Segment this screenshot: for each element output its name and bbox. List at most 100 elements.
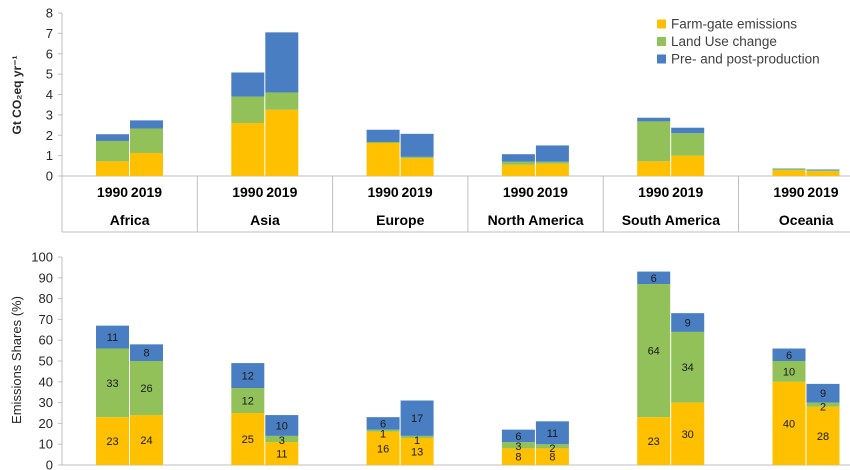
top-y-tick-label: 2 (46, 128, 53, 143)
top-bar-segment-asia-1990-series0 (231, 123, 265, 176)
bottom-data-label: 2 (549, 443, 555, 455)
top-bar-segment-south-america-2019-series0 (671, 155, 705, 176)
bottom-data-label: 9 (685, 318, 691, 330)
bottom-data-label: 6 (651, 273, 657, 285)
top-y-tick-label: 7 (46, 26, 53, 41)
legend-swatch-1 (657, 37, 666, 46)
top-year-label: 2019 (537, 184, 568, 200)
top-region-label: Africa (110, 212, 150, 228)
bottom-bar-segment-asia-1990-series2 (231, 363, 265, 389)
bottom-data-label: 11 (547, 428, 558, 440)
bottom-data-label: 8 (549, 452, 555, 464)
bottom-y-tick-label: 20 (39, 416, 53, 431)
bottom-data-label: 12 (242, 396, 254, 408)
top-bar-segment-oceania-2019-series0 (806, 171, 840, 176)
bottom-data-label: 6 (380, 418, 386, 430)
legend-swatch-0 (657, 19, 666, 29)
top-bar-segment-asia-2019-series2 (265, 32, 299, 93)
bottom-bar-segment-africa-2019-series1 (130, 361, 163, 416)
top-y-tick-label: 5 (46, 67, 53, 82)
top-legend: Farm-gate emissions Land Use change Pre- a… (643, 12, 823, 70)
bottom-bar-segment-oceania-2019-series2 (806, 383, 840, 403)
bottom-data-label: 2 (820, 402, 826, 414)
bottom-data-label: 30 (682, 429, 694, 441)
top-region-label: South America (622, 212, 720, 228)
bottom-data-label: 16 (377, 443, 389, 455)
bottom-data-label: 3 (515, 441, 521, 453)
top-year-label: 2019 (807, 184, 838, 200)
top-bar-segment-asia-1990-series1 (231, 96, 265, 124)
bottom-bar-segment-south-america-1990-series0 (637, 417, 671, 465)
top-bar-segment-north-america-2019-series2 (535, 145, 569, 162)
bottom-bar-segment-oceania-1990-series2 (772, 348, 806, 361)
top-bar-segment-oceania-2019-series2 (806, 169, 840, 171)
bottom-bar-segment-oceania-2019-series0 (806, 406, 840, 465)
bottom-bar-segment-europe-1990-series0 (366, 431, 400, 465)
top-bar-segment-south-america-1990-series1 (637, 121, 671, 162)
bottom-data-label: 6 (515, 431, 521, 443)
bottom-bar-segment-asia-2019-series1 (265, 435, 299, 443)
top-year-label: 1990 (232, 184, 263, 200)
top-region-label: Europe (376, 212, 424, 228)
bottom-data-label: 8 (515, 452, 521, 464)
bottom-data-label: 1 (380, 429, 386, 441)
top-bar-segment-europe-1990-series2 (366, 129, 400, 142)
bottom-bar-segment-oceania-1990-series0 (772, 381, 806, 465)
bottom-bar-segment-north-america-1990-series0 (501, 448, 535, 465)
top-bar-segment-africa-2019-series0 (130, 152, 163, 176)
top-year-label: 1990 (368, 184, 399, 200)
top-y-tick-label: 8 (46, 6, 53, 21)
top-bar-segment-asia-2019-series1 (265, 92, 299, 110)
bottom-data-label: 11 (107, 332, 118, 344)
top-bar-segment-africa-2019-series1 (130, 128, 163, 153)
bottom-y-axis-label: Emissions Shares (%) (9, 296, 24, 424)
bottom-data-label: 25 (242, 434, 254, 446)
bottom-bar-segment-asia-2019-series2 (265, 415, 299, 436)
top-bar-segment-africa-1990-series1 (96, 140, 129, 162)
bottom-y-tick-label: 100 (31, 250, 53, 265)
bottom-data-label: 26 (140, 383, 152, 395)
top-y-tick-label: 6 (46, 46, 53, 61)
bottom-bar-segment-north-america-2019-series2 (535, 421, 569, 445)
top-bar-segment-africa-2019-series2 (130, 120, 163, 129)
bottom-bar-segment-asia-1990-series1 (231, 388, 265, 413)
bottom-data-label: 3 (279, 435, 285, 447)
bottom-bar-segment-europe-2019-series1 (400, 435, 434, 438)
bottom-bar-segment-africa-1990-series0 (96, 417, 129, 465)
top-bar-segment-south-america-2019-series1 (671, 133, 705, 156)
bottom-y-tick-label: 80 (39, 291, 53, 306)
bottom-data-label: 40 (783, 418, 795, 430)
top-year-label: 1990 (503, 184, 534, 200)
bottom-bar-segment-north-america-2019-series0 (535, 448, 569, 465)
bottom-data-label: 34 (682, 362, 694, 374)
legend-entry-1: Land Use change (671, 34, 777, 49)
bottom-data-label: 10 (276, 420, 288, 432)
bottom-y-tick-label: 70 (39, 312, 53, 327)
bottom-data-label: 24 (140, 435, 152, 447)
top-year-label: 1990 (773, 184, 804, 200)
top-bar-segment-europe-2019-series2 (400, 133, 434, 157)
bottom-bar-segment-africa-1990-series2 (96, 325, 129, 349)
bottom-chart-emission-shares: 0 10 20 30 40 50 60 70 80 90 100 Emissions Shares (… (9, 250, 850, 470)
top-y-tick-label: 1 (46, 148, 53, 163)
bottom-bar-segment-north-america-1990-series1 (501, 442, 535, 449)
bottom-y-tick-label: 10 (39, 437, 53, 452)
bottom-data-label: 9 (820, 388, 826, 400)
top-y-tick-label: 0 (46, 169, 53, 184)
bottom-data-label: 6 (786, 350, 792, 362)
bottom-data-label: 28 (817, 431, 829, 443)
top-bar-segment-africa-1990-series0 (96, 161, 129, 176)
bottom-data-label: 10 (783, 366, 795, 378)
top-y-tick-label: 4 (46, 87, 53, 102)
bottom-bar-segment-south-america-2019-series1 (671, 331, 705, 403)
top-bar-segment-south-america-2019-series2 (671, 127, 705, 134)
top-bar-segment-europe-2019-series1 (400, 156, 434, 159)
bottom-bar-segment-europe-1990-series1 (366, 429, 400, 432)
bottom-bar-segment-asia-2019-series0 (265, 442, 299, 465)
bottom-y-tick-label: 50 (39, 354, 53, 369)
bottom-bar-segment-africa-1990-series1 (96, 348, 129, 418)
top-bar-segment-north-america-1990-series1 (501, 161, 535, 165)
top-year-label: 2019 (266, 184, 297, 200)
bottom-bar-segment-south-america-2019-series0 (671, 402, 705, 465)
